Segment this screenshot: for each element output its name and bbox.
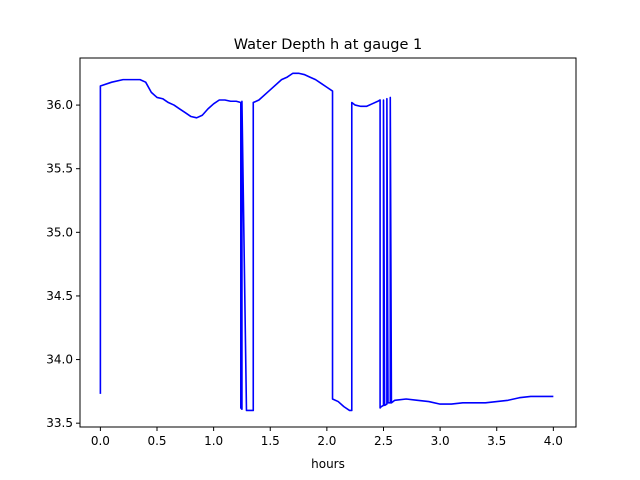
y-tick-label: 33.5: [46, 416, 73, 430]
x-tick-label: 4.0: [544, 434, 563, 448]
y-tick-label: 36.0: [46, 98, 73, 112]
y-tick-label: 34.0: [46, 353, 73, 367]
x-axis: 0.0 0.5 1.0 1.5 2.0 2.5 3.0 3.5 4.0: [91, 427, 563, 448]
x-tick-label: 3.0: [431, 434, 450, 448]
plot-area-frame: [79, 57, 577, 428]
x-tick-label: 1.5: [261, 434, 280, 448]
x-tick-label: 2.0: [317, 434, 336, 448]
x-tick-label: 2.5: [374, 434, 393, 448]
x-tick-label: 3.5: [487, 434, 506, 448]
y-tick-label: 34.5: [46, 289, 73, 303]
x-tick-label: 0.5: [147, 434, 166, 448]
y-axis: 33.5 34.0 34.5 35.0 35.5 36.0: [46, 98, 80, 430]
x-tick-label: 0.0: [91, 434, 110, 448]
x-axis-label: hours: [311, 457, 345, 471]
chart-title: Water Depth h at gauge 1: [234, 37, 422, 53]
series-line-water-depth: [99, 72, 554, 412]
y-tick-label: 35.0: [46, 225, 73, 239]
y-tick-label: 35.5: [46, 162, 73, 176]
x-tick-label: 1.0: [204, 434, 223, 448]
